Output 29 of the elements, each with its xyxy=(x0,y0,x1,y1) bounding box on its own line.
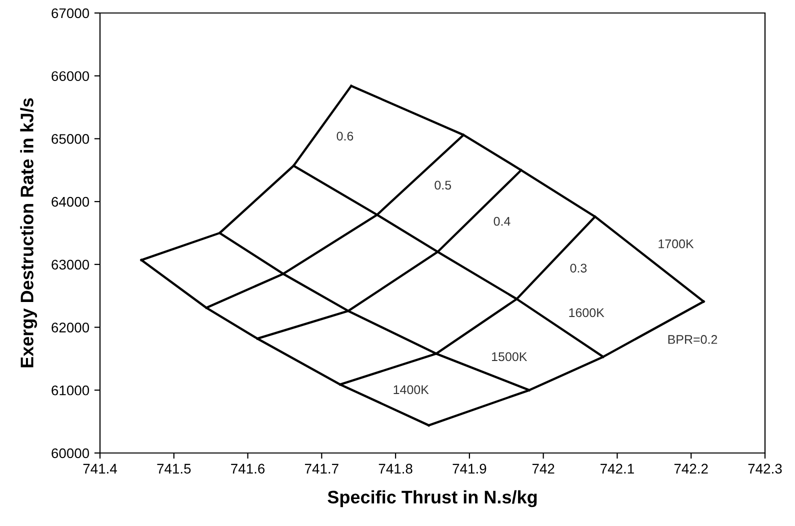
x-tick-label: 741.6 xyxy=(231,464,265,474)
series-label: BPR=0.2 xyxy=(668,335,718,344)
y-tick-label: 63000 xyxy=(52,260,90,270)
x-axis-title: Specific Thrust in N.s/kg xyxy=(328,490,537,508)
x-tick-label: 741.8 xyxy=(378,464,412,474)
series-label: 1700K xyxy=(658,239,694,248)
x-tick-label: 742.2 xyxy=(674,464,708,474)
series-label: 0.6 xyxy=(336,132,354,141)
x-tick-label: 742 xyxy=(532,464,554,474)
x-tick-label: 742.3 xyxy=(748,464,782,474)
x-tick-label: 741.9 xyxy=(452,464,486,474)
series-label: 0.3 xyxy=(570,264,587,273)
series-label: 1400K xyxy=(394,385,429,394)
y-tick-label: 62000 xyxy=(52,322,90,332)
x-tick-label: 741.4 xyxy=(83,464,117,474)
y-tick-label: 60000 xyxy=(52,448,90,458)
y-tick-label: 66000 xyxy=(52,71,90,82)
x-tick-label: 741.7 xyxy=(305,464,338,474)
y-tick-label: 64000 xyxy=(52,196,90,207)
y-axis-title: Exergy Destruction Rate in kJ/s xyxy=(20,98,38,368)
series-label: 1500K xyxy=(492,352,528,362)
x-tick-label: 742.1 xyxy=(600,464,634,474)
y-tick-label: 65000 xyxy=(52,134,90,144)
series-label: 0.5 xyxy=(434,180,452,190)
series-label: 0.4 xyxy=(494,216,510,226)
y-tick-label: 67000 xyxy=(52,8,90,18)
x-tick-label: 741.5 xyxy=(157,464,191,474)
series-label: 1600K xyxy=(569,308,604,318)
y-tick-label: 61000 xyxy=(52,385,90,396)
